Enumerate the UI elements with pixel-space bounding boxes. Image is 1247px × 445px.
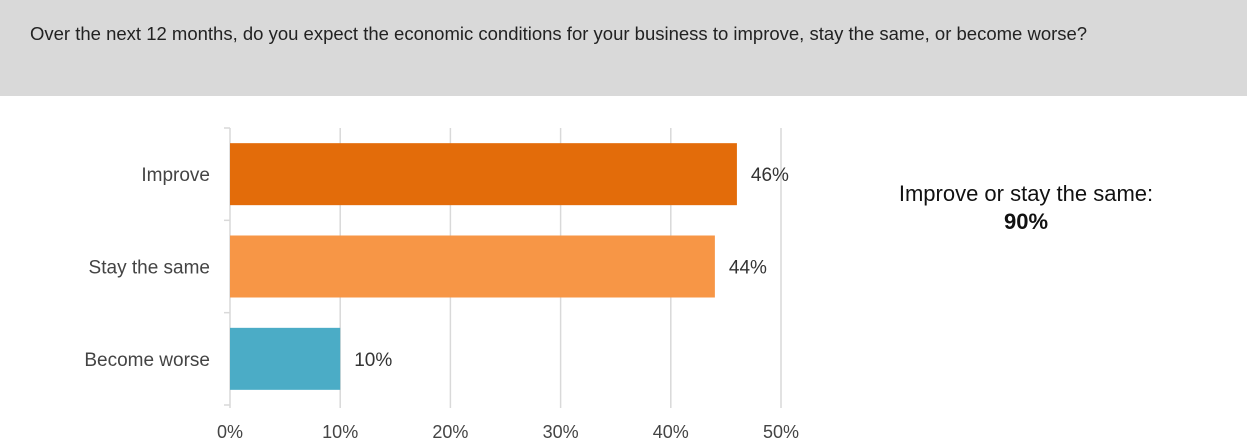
summary-callout: Improve or stay the same: 90% [830, 180, 1222, 236]
bar-become-worse [230, 327, 341, 390]
x-tick-label: 20% [432, 422, 468, 442]
x-tick-label: 50% [763, 422, 799, 442]
data-label: 46% [751, 165, 789, 186]
x-tick-label: 10% [322, 422, 358, 442]
question-banner: Over the next 12 months, do you expect t… [0, 0, 1247, 96]
category-label: Become worse [84, 350, 210, 371]
category-axis [224, 127, 231, 408]
x-tick-label: 0% [217, 422, 243, 442]
data-label: 10% [354, 350, 392, 371]
data-label: 44% [729, 258, 767, 279]
category-label: Improve [141, 165, 210, 186]
category-label: Stay the same [89, 258, 210, 279]
callout-value: 90% [1003, 209, 1049, 234]
callout-label: Improve or stay the same: [898, 181, 1154, 206]
x-tick-label: 30% [543, 422, 579, 442]
question-text: Over the next 12 months, do you expect t… [30, 23, 1088, 44]
data-labels: 46% 44% 10% [354, 165, 789, 371]
bars [230, 143, 737, 390]
category-labels: Improve Stay the same Become worse [84, 165, 210, 371]
x-axis-ticks: 0% 10% 20% 30% 40% 50% [217, 422, 799, 442]
bar-stay-the-same [230, 235, 715, 298]
bar-improve [230, 143, 737, 206]
x-tick-label: 40% [653, 422, 689, 442]
